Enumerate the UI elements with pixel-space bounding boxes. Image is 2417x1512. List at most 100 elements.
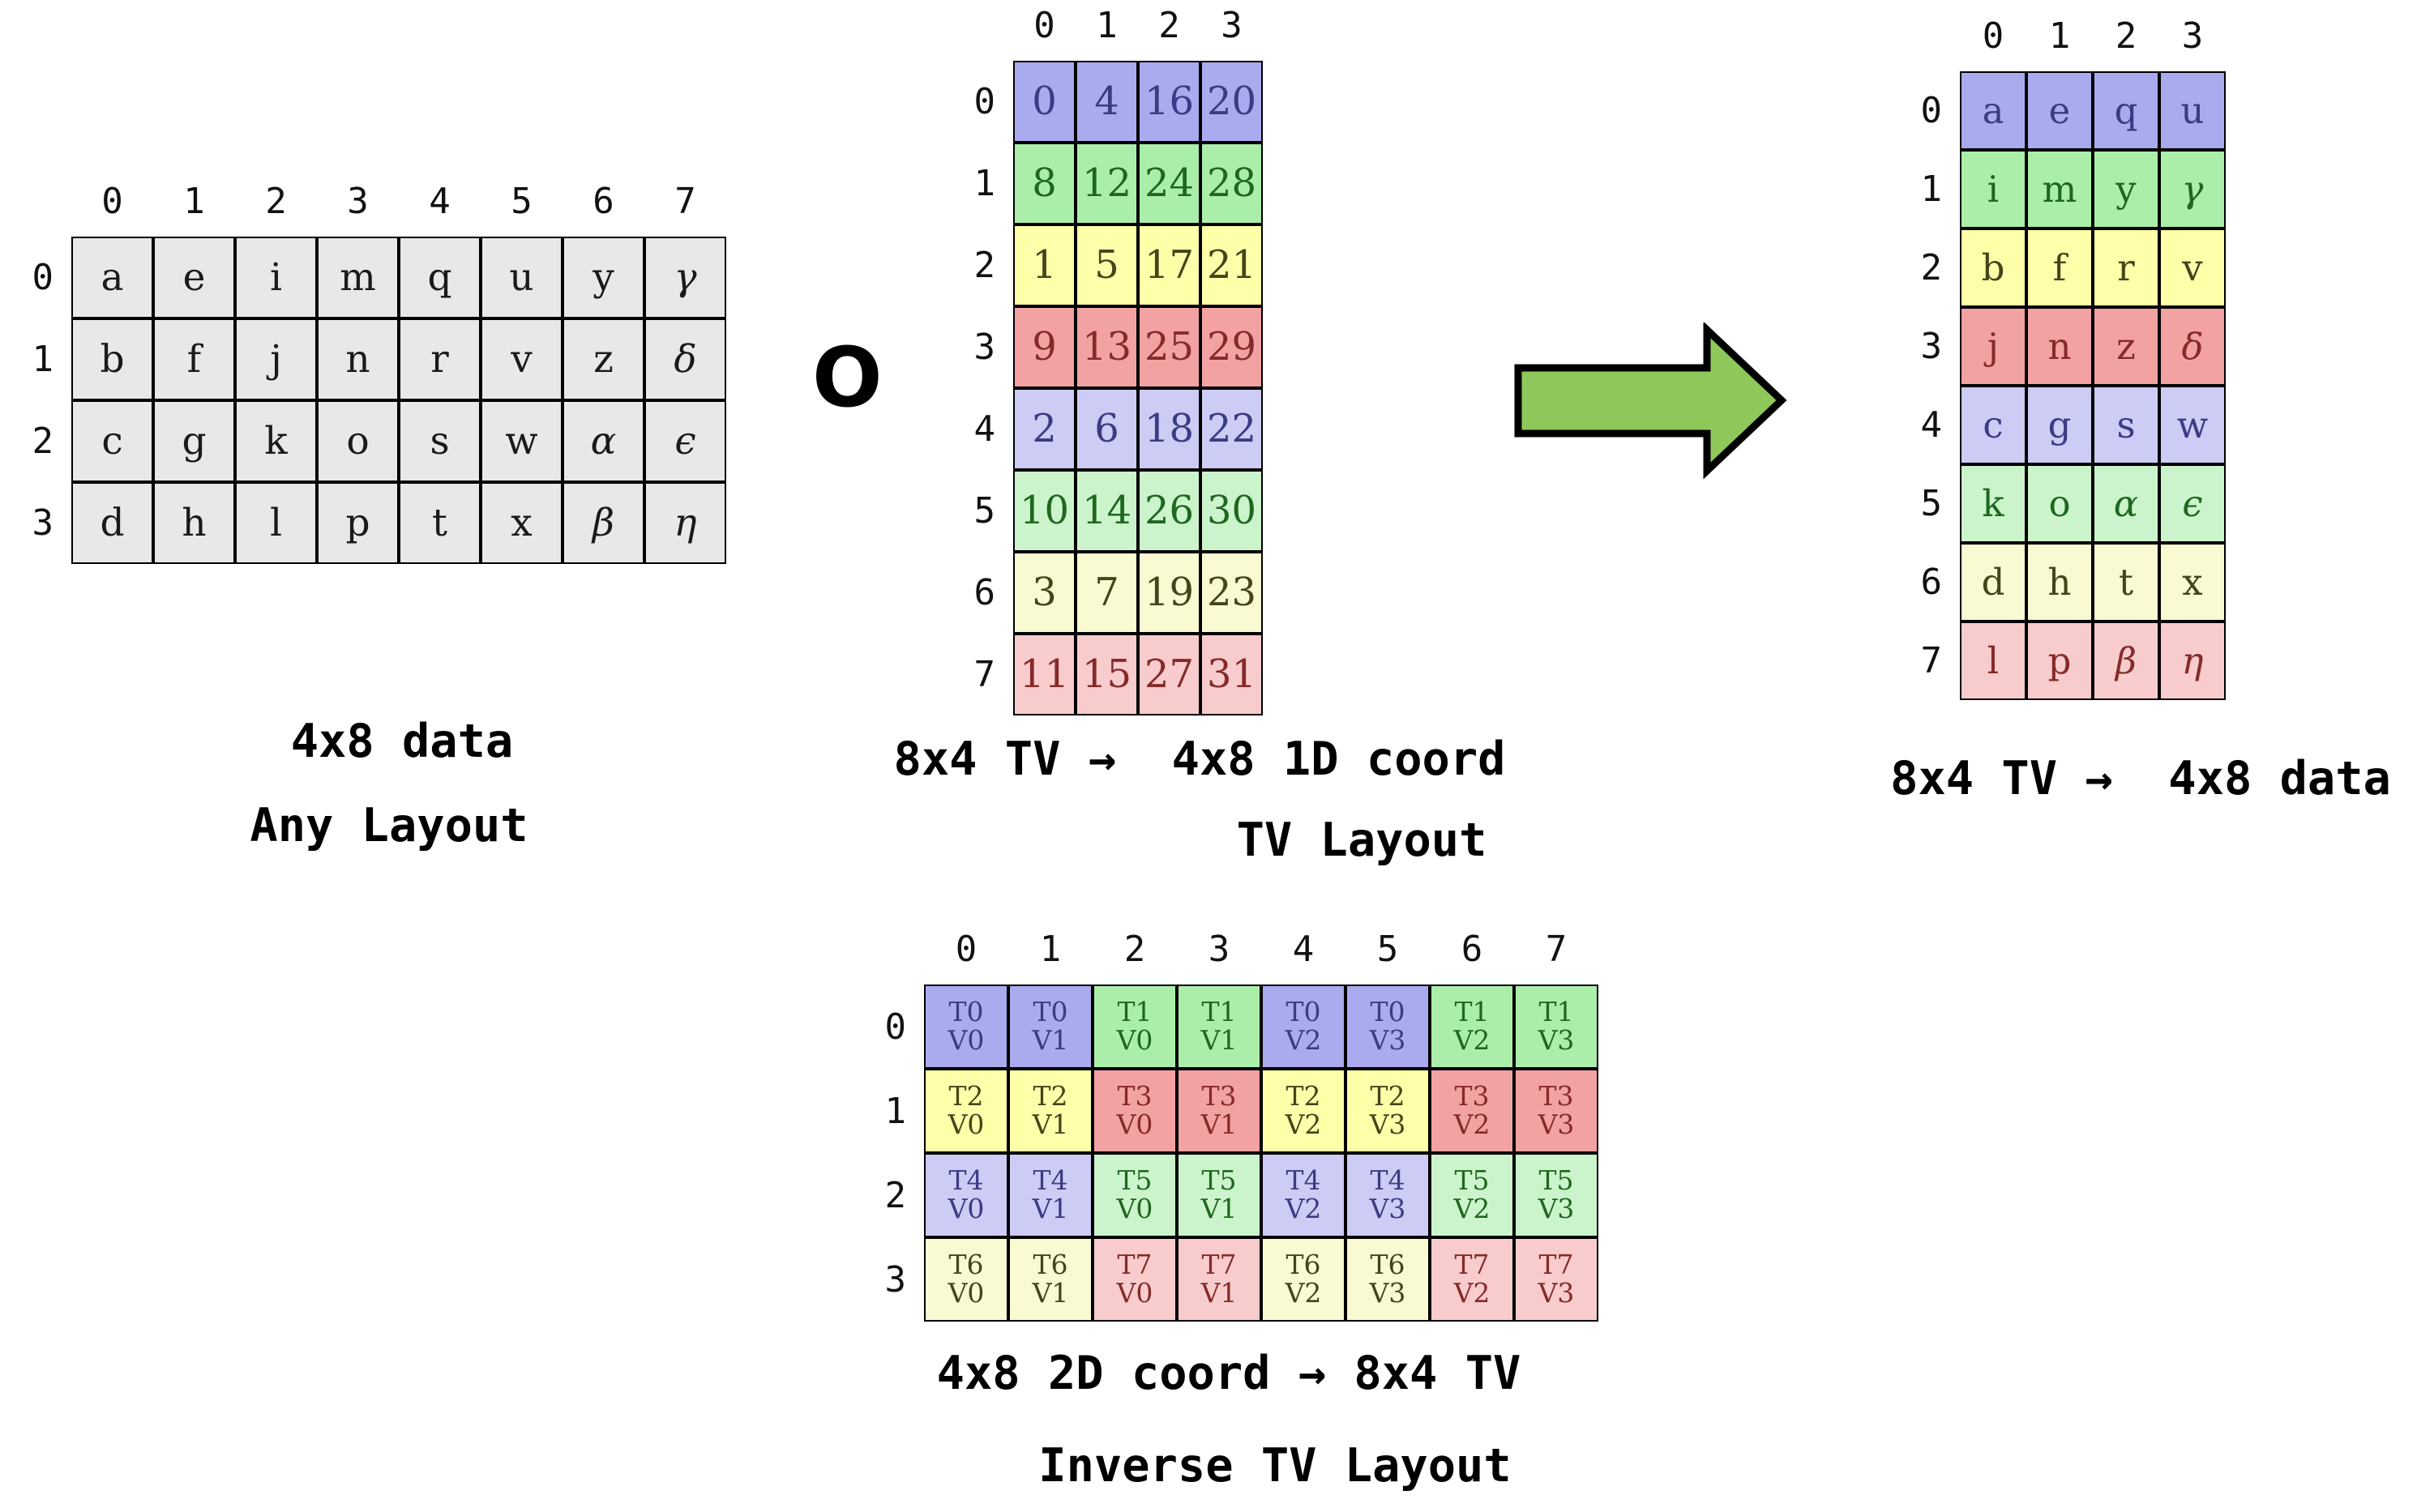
cell: η bbox=[644, 482, 726, 564]
cell: 21 bbox=[1200, 224, 1263, 306]
cell-line: T3 bbox=[1454, 1080, 1490, 1113]
col-header: 2 bbox=[2115, 15, 2137, 57]
cell-value: k bbox=[264, 418, 288, 463]
cell-line: T3 bbox=[1201, 1080, 1237, 1113]
row-header: 5 bbox=[1920, 483, 1943, 524]
cell-line: T6 bbox=[1370, 1249, 1405, 1281]
cell-value: u bbox=[2180, 88, 2205, 132]
cell: T7 V3 bbox=[1514, 1237, 1598, 1322]
cell-line: T0 bbox=[1370, 996, 1405, 1028]
cell: f bbox=[2026, 229, 2093, 307]
cell-value: i bbox=[1987, 167, 2000, 211]
inverse-tv-caption-line1: 4x8 2D coord → 8x4 TV bbox=[936, 1347, 1521, 1400]
cell-value: s bbox=[430, 418, 450, 463]
cell-value: v bbox=[2182, 246, 2203, 289]
table-corner-spacer bbox=[1895, 6, 1960, 71]
cell: 27 bbox=[1138, 634, 1200, 715]
cell-value: 14 bbox=[1081, 488, 1132, 534]
cell: 16 bbox=[1138, 61, 1200, 143]
cell-line: T2 bbox=[1033, 1080, 1068, 1113]
cell: 22 bbox=[1200, 388, 1263, 470]
table-corner-spacer bbox=[948, 0, 1013, 61]
cell-value: η bbox=[2181, 639, 2204, 682]
cell-value: 25 bbox=[1144, 324, 1195, 370]
col-header: 4 bbox=[1292, 929, 1315, 970]
cell-line: V3 bbox=[1538, 1193, 1575, 1224]
cell: T6 V1 bbox=[1008, 1237, 1093, 1322]
cell-line: V1 bbox=[1032, 1193, 1069, 1224]
transform-arrow-icon bbox=[1514, 322, 1787, 480]
inverse-tv-layout-table: 0 1 2 3 4 5 6 7 0 T0 V0 T0 V1 T1 V0 T1 V1 T0 V2 T0 V3 T1 V2 T1 V… bbox=[859, 920, 1598, 1322]
cell: 13 bbox=[1076, 306, 1138, 388]
row-header: 2 bbox=[32, 421, 54, 462]
row-header: 6 bbox=[973, 572, 996, 613]
cell-line: T7 bbox=[1538, 1249, 1574, 1281]
cell: l bbox=[235, 482, 317, 564]
cell-value: 1 bbox=[1032, 242, 1057, 288]
cell-value: i bbox=[269, 254, 283, 300]
cell: T2 V2 bbox=[1261, 1069, 1345, 1153]
cell: g bbox=[153, 400, 235, 482]
cell-line: T1 bbox=[1538, 996, 1574, 1028]
cell-value: 11 bbox=[1019, 651, 1070, 698]
col-header: 5 bbox=[511, 181, 533, 222]
cell: x bbox=[481, 482, 563, 564]
cell-value: j bbox=[270, 336, 282, 382]
row-header: 4 bbox=[1920, 404, 1943, 446]
cell: d bbox=[1960, 543, 2026, 621]
cell-line: V2 bbox=[1453, 1193, 1491, 1224]
cell-line: V1 bbox=[1032, 1024, 1069, 1056]
cell-value: q bbox=[427, 254, 452, 300]
cell: 28 bbox=[1200, 143, 1263, 224]
cell-line: V1 bbox=[1200, 1193, 1238, 1224]
cell-line: T0 bbox=[1286, 996, 1321, 1028]
cell-value: s bbox=[2116, 403, 2136, 446]
cell-line: T6 bbox=[1033, 1249, 1068, 1281]
cell-line: V1 bbox=[1032, 1108, 1069, 1140]
cell-line: V2 bbox=[1453, 1108, 1491, 1140]
cell-line: T3 bbox=[1117, 1080, 1153, 1113]
cell-value: v bbox=[511, 336, 533, 382]
cell: e bbox=[153, 237, 235, 318]
cell: r bbox=[399, 318, 481, 400]
cell-value: e bbox=[182, 254, 206, 300]
cell-line: V0 bbox=[1116, 1108, 1153, 1140]
col-header: 1 bbox=[183, 181, 205, 222]
cell-value: f bbox=[186, 336, 202, 382]
cell-value: m bbox=[2042, 167, 2077, 211]
cell: T3 V0 bbox=[1093, 1069, 1177, 1153]
row-header: 7 bbox=[973, 654, 996, 695]
cell-value: n bbox=[2047, 324, 2072, 368]
cell: d bbox=[71, 482, 153, 564]
row-header: 1 bbox=[973, 163, 996, 204]
cell: T1 V3 bbox=[1514, 985, 1598, 1069]
cell-line: V1 bbox=[1200, 1108, 1238, 1140]
cell: T1 V0 bbox=[1093, 985, 1177, 1069]
cell-line: T6 bbox=[1286, 1249, 1321, 1281]
cell-value: z bbox=[593, 336, 614, 382]
cell: 2 bbox=[1013, 388, 1076, 470]
cell-value: 16 bbox=[1144, 79, 1195, 125]
col-header: 0 bbox=[101, 181, 123, 222]
cell: 3 bbox=[1013, 552, 1076, 634]
cell-value: l bbox=[1987, 639, 2000, 682]
cell-line: V0 bbox=[1116, 1277, 1153, 1309]
cell: 30 bbox=[1200, 470, 1263, 552]
cell-line: T2 bbox=[948, 1080, 984, 1113]
cell-value: α bbox=[2113, 481, 2139, 525]
row-header: 2 bbox=[973, 245, 996, 286]
cell: T4 V3 bbox=[1345, 1153, 1430, 1237]
cell-line: V2 bbox=[1285, 1277, 1322, 1309]
cell-value: 31 bbox=[1206, 651, 1257, 698]
cell-value: 13 bbox=[1081, 324, 1132, 370]
row-header: 3 bbox=[973, 327, 996, 368]
cell: p bbox=[317, 482, 399, 564]
col-header: 7 bbox=[674, 181, 696, 222]
cell: T1 V2 bbox=[1430, 985, 1514, 1069]
col-header: 6 bbox=[592, 181, 614, 222]
cell-value: 15 bbox=[1081, 651, 1132, 698]
cell-line: T7 bbox=[1117, 1249, 1153, 1281]
cell-line: T5 bbox=[1201, 1164, 1237, 1197]
col-header: 0 bbox=[1033, 5, 1055, 46]
cell-value: 23 bbox=[1206, 570, 1257, 616]
